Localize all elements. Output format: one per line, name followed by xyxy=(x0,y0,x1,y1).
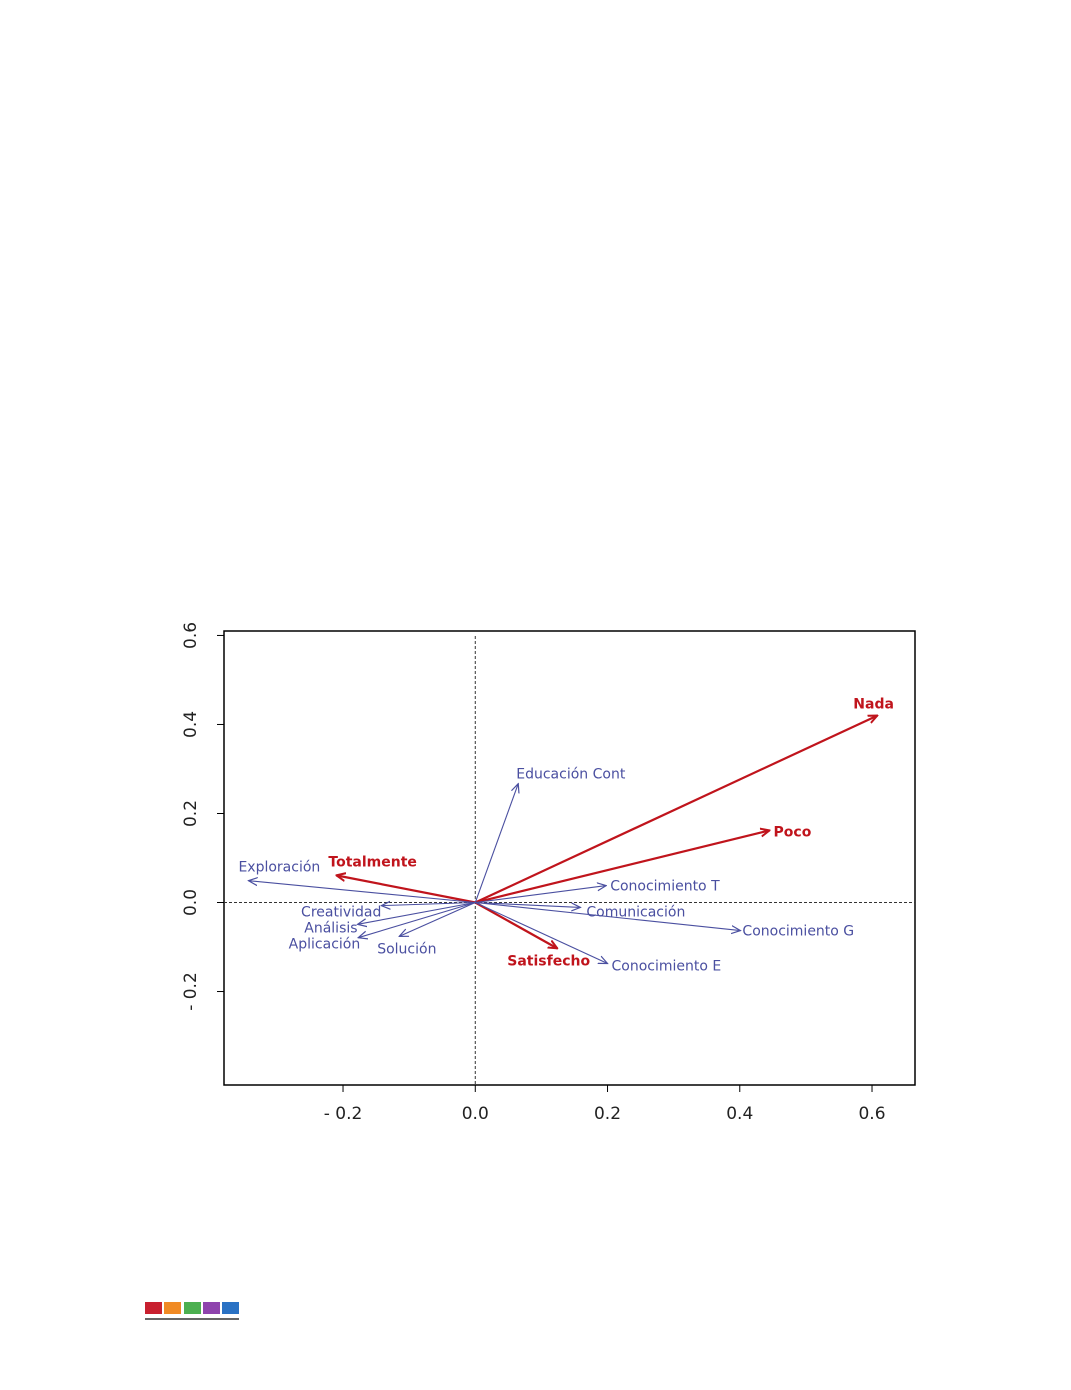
vector-label: Conocimiento G xyxy=(742,924,854,940)
vector xyxy=(336,875,476,904)
vector-label: Análisis xyxy=(304,920,357,936)
vector xyxy=(474,901,557,949)
vector xyxy=(399,902,476,937)
y-tick-label: - 0.2 xyxy=(181,972,201,1011)
vector-label: Exploración xyxy=(238,860,320,876)
y-tick-label: 0.6 xyxy=(181,622,201,649)
vector-label: Totalmente xyxy=(328,854,416,870)
footer-logo xyxy=(145,1302,239,1320)
y-tick-label: 0.2 xyxy=(181,800,201,827)
vector-label: Comunicación xyxy=(586,904,685,920)
vector-label: Creatividad xyxy=(301,905,381,921)
x-tick-label: 0.0 xyxy=(462,1104,489,1124)
vector xyxy=(358,901,476,938)
vector-label: Satisfecho xyxy=(507,953,590,969)
vector xyxy=(475,830,769,904)
vector xyxy=(475,886,606,904)
vector xyxy=(474,716,877,904)
plot-frame xyxy=(223,630,916,1086)
vector xyxy=(475,901,580,908)
vector xyxy=(475,901,740,931)
vector xyxy=(474,784,518,903)
vector-label: Conocimiento E xyxy=(612,958,722,974)
vector-label: Aplicación xyxy=(289,937,361,953)
vector-label: Nada xyxy=(853,697,894,713)
y-tick-label: 0.0 xyxy=(181,889,201,916)
vector xyxy=(248,881,476,904)
x-tick-label: 0.4 xyxy=(726,1104,753,1124)
y-tick-label: 0.4 xyxy=(181,711,201,738)
vector-label: Poco xyxy=(774,824,812,840)
vector-label: Conocimiento T xyxy=(610,879,720,895)
x-tick-label: 0.2 xyxy=(594,1104,621,1124)
vector-label: Educación Cont xyxy=(516,767,626,783)
x-tick-label: - 0.2 xyxy=(324,1104,363,1124)
vector xyxy=(475,902,607,964)
vector xyxy=(358,901,476,925)
x-tick-label: 0.6 xyxy=(858,1104,885,1124)
vector xyxy=(381,903,476,906)
vector-label: Solución xyxy=(377,941,436,957)
